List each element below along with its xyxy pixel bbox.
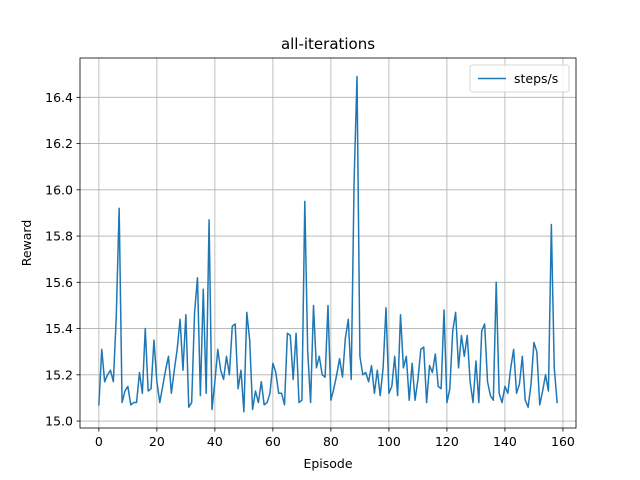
x-tick-label: 20 — [149, 434, 165, 449]
y-tick-label: 16.0 — [45, 182, 73, 197]
y-tick-label: 15.4 — [45, 321, 73, 336]
y-tick-label: 16.2 — [45, 136, 73, 151]
axis-ticks: 0 20 40 60 80 100 120 140 160 15.0 15.2 15.4 15.6 15.… — [45, 90, 575, 449]
x-tick-label: 160 — [551, 434, 575, 449]
plot-frame — [79, 57, 577, 429]
x-tick-label: 60 — [265, 434, 281, 449]
x-tick-label: 140 — [493, 434, 517, 449]
x-axis-label: Episode — [303, 456, 352, 471]
y-tick-label: 15.8 — [45, 229, 73, 244]
x-tick-label: 80 — [323, 434, 339, 449]
y-axis-label: Reward — [19, 220, 34, 267]
x-tick-label: 40 — [207, 434, 223, 449]
legend-box — [469, 64, 570, 93]
x-tick-label: 0 — [95, 434, 103, 449]
chart-title: all-iterations — [281, 35, 375, 53]
series-line-steps-per-s — [98, 75, 558, 413]
y-tick-label: 15.2 — [45, 367, 73, 382]
y-tick-label: 15.0 — [45, 414, 73, 429]
x-tick-label: 120 — [435, 434, 459, 449]
y-tick-label: 15.6 — [45, 275, 73, 290]
legend-entry-label: steps/s — [514, 71, 558, 86]
x-tick-label: 100 — [377, 434, 401, 449]
y-tick-label: 16.4 — [45, 90, 73, 105]
legend: steps/s — [469, 64, 570, 93]
